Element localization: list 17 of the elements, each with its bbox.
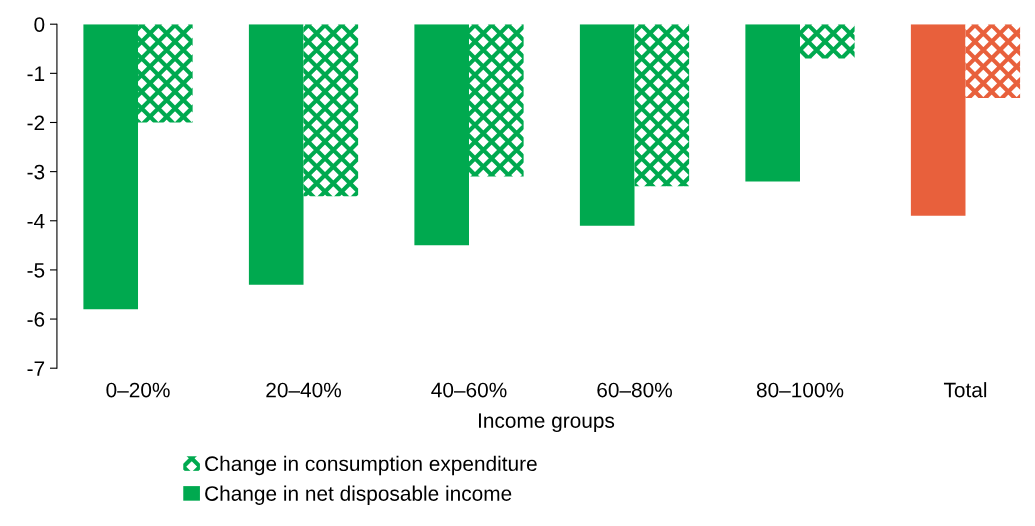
y-tick-label: -2 (27, 115, 45, 131)
legend-label: Change in net disposable income (205, 485, 512, 506)
x-tick-label: 40–60% (431, 382, 507, 398)
legend-label: Change in consumption expenditure (205, 455, 537, 476)
x-tick-label: Total (943, 382, 987, 398)
y-tick-label: -4 (27, 213, 45, 229)
x-tick-label: 0–20% (106, 382, 170, 398)
y-tick-label: -7 (27, 361, 45, 376)
y-tick-label: 0 (34, 17, 45, 32)
y-tick-label: -5 (27, 263, 45, 278)
x-tick-label: 20–40% (266, 382, 341, 398)
y-tick-label: -6 (27, 312, 45, 327)
x-tick-label: 60–80% (597, 382, 672, 398)
y-tick-label: -3 (27, 164, 45, 180)
y-tick-label: -1 (27, 66, 45, 81)
x-axis-title: Income groups (478, 413, 615, 433)
x-tick-label: 80–100% (756, 382, 844, 398)
